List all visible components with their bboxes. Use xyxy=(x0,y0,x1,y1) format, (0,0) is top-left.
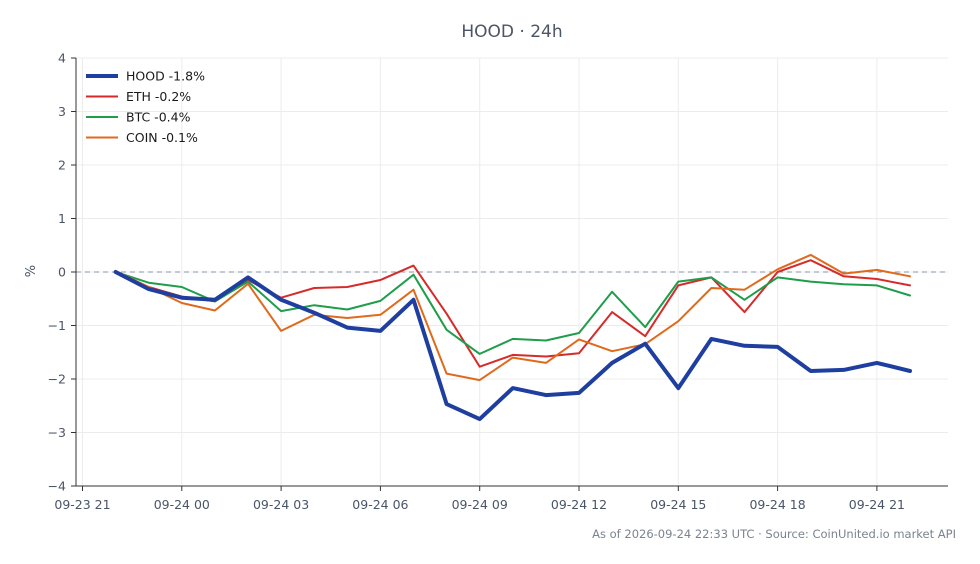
chart-title: HOOD · 24h xyxy=(461,22,562,42)
legend-label: COIN -0.1% xyxy=(126,130,198,145)
y-tick-label: −4 xyxy=(48,479,66,494)
y-axis-label: % xyxy=(24,265,39,277)
series-line-coin xyxy=(114,253,911,382)
series-line-btc xyxy=(114,271,911,355)
x-tick-label: 09-24 21 xyxy=(849,497,905,512)
x-tick-label: 09-24 09 xyxy=(452,497,508,512)
y-tick-label: 3 xyxy=(58,104,66,119)
x-tick-label: 09-24 00 xyxy=(154,497,210,512)
x-tick-label: 09-24 15 xyxy=(650,497,706,512)
y-ticks: −4 −3 −2 −1 0 1 2 3 4 xyxy=(48,51,76,494)
legend: HOOD -1.8% ETH -0.2% BTC -0.4% COIN -0.1% xyxy=(86,69,205,145)
x-tick-label: 09-24 18 xyxy=(749,497,805,512)
y-tick-label: −2 xyxy=(48,372,66,387)
legend-label: BTC -0.4% xyxy=(126,110,191,125)
x-tick-label: 09-24 03 xyxy=(253,497,309,512)
x-tick-label: 09-24 12 xyxy=(551,497,607,512)
y-tick-label: −1 xyxy=(48,318,66,333)
source-footer: As of 2026-09-24 22:33 UTC · Source: Coi… xyxy=(592,527,956,541)
legend-label: ETH -0.2% xyxy=(126,89,191,104)
x-tick-label: 09-23 21 xyxy=(54,497,110,512)
series-line-hood xyxy=(113,270,912,422)
series-line-eth xyxy=(114,259,911,368)
x-ticks: 09-23 21 09-24 00 09-24 03 09-24 06 09-24 09… xyxy=(54,486,905,512)
series-layer xyxy=(113,253,912,422)
y-tick-label: 2 xyxy=(58,158,66,173)
legend-label: HOOD -1.8% xyxy=(126,69,205,84)
x-tick-label: 09-24 06 xyxy=(352,497,408,512)
y-tick-label: 1 xyxy=(58,211,66,226)
y-tick-label: 0 xyxy=(58,265,66,280)
y-tick-label: 4 xyxy=(58,51,66,66)
y-tick-label: −3 xyxy=(48,425,66,440)
